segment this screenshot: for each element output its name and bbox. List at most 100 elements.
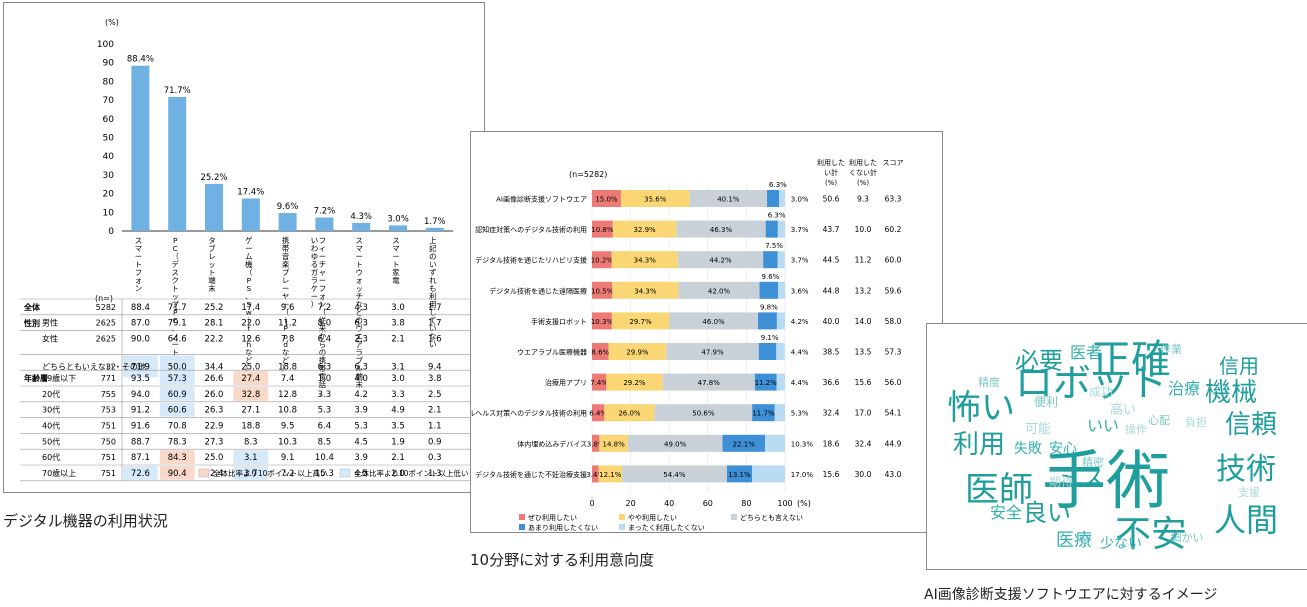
- table-cell: 5.3: [354, 422, 368, 432]
- cell-highlight: [233, 387, 269, 401]
- legend-label: やや利用したい: [628, 513, 677, 522]
- bar-5: [278, 213, 297, 231]
- want-total: 44.8: [823, 286, 840, 295]
- category-label-char: C: [173, 316, 178, 325]
- bar-value-label: 7.2%: [314, 207, 336, 217]
- category-label-char: レ: [282, 276, 289, 285]
- table-cell: 78.3: [168, 437, 187, 447]
- score: 58.0: [885, 317, 902, 326]
- category-label-char: ー: [355, 252, 362, 261]
- row-label: 治療用アプリ: [545, 378, 587, 387]
- word-cloud-panel: 手術 ロボット 正確 不安 人間 技術 医師 怖い 信頼 機械 利用 必要 信用 ミス 良い 医療 安全 少ない 医…: [926, 323, 1307, 570]
- table-group-label: 性別: [24, 318, 40, 328]
- table-n-cell: 751: [101, 469, 116, 478]
- category-label-char: ラ: [311, 276, 318, 285]
- category-label-char: チ: [319, 260, 326, 269]
- cloud-word: ミス: [1057, 464, 1105, 492]
- category-label-char: ト: [171, 284, 178, 293]
- category-label-char: ウ: [355, 324, 362, 333]
- table-cell: 17.4: [241, 303, 260, 313]
- segment-label: 10.3%: [791, 440, 814, 448]
- category-label-char: （: [282, 308, 290, 317]
- cloud-word: 利用: [953, 430, 1005, 460]
- category-label-char: い: [429, 260, 436, 269]
- category-label-char: る: [311, 260, 318, 269]
- category-label-char: マ: [392, 244, 399, 253]
- segment-4: [765, 220, 778, 238]
- category-label-char: P: [173, 236, 178, 245]
- table-cell: 90.4: [168, 469, 187, 479]
- x-tick-label: 80: [741, 499, 751, 508]
- segment-label: 6.4%: [589, 410, 607, 418]
- segment-label: 5.3%: [791, 410, 809, 418]
- segment-label: 29.7%: [629, 318, 652, 326]
- segment-4: [754, 373, 777, 391]
- segment-label: 8.6%: [591, 349, 609, 357]
- table-cell: 4.0: [354, 374, 368, 384]
- segment-label: 42.0%: [708, 287, 731, 295]
- category-label-char: 従: [319, 316, 327, 325]
- segment-2: [608, 343, 667, 360]
- segment-3: [689, 190, 768, 207]
- category-label-char: マ: [355, 244, 362, 253]
- segment-4: [763, 251, 778, 269]
- y-tick-label: 100: [97, 40, 114, 50]
- n-label: (n=5282): [569, 170, 607, 179]
- score: 57.3: [885, 348, 902, 357]
- table-cell: 26.0: [205, 390, 224, 400]
- segment-label: 46.3%: [710, 226, 733, 234]
- table-cell: 26.6: [205, 374, 224, 384]
- table-cell: 25.0: [241, 362, 260, 372]
- notwant-total: 13.2: [855, 286, 872, 295]
- segment-label: 9.8%: [760, 303, 778, 311]
- category-label-char: 電: [392, 276, 400, 285]
- want-total: 15.6: [823, 470, 840, 479]
- score: 44.9: [885, 439, 902, 448]
- table-cell: 32.8: [241, 390, 260, 400]
- table-cell: 2.3: [354, 335, 368, 345]
- table-cell: 22.4: [205, 469, 224, 479]
- table-cell: 94.0: [131, 390, 150, 400]
- table-row-label: 30代: [42, 405, 60, 415]
- category-label-char: （: [245, 268, 253, 277]
- category-label-char: ォ: [135, 276, 142, 285]
- segment-label: 32.9%: [633, 226, 656, 234]
- segment-1: [592, 373, 607, 391]
- bar-4: [241, 198, 260, 231]
- table-cell: 26.3: [205, 406, 224, 416]
- table-cell: 6.4: [318, 335, 332, 345]
- segment-label: 22.1%: [733, 440, 756, 448]
- category-label-char: フ: [319, 284, 326, 293]
- cloud-word: 細かい: [1171, 531, 1204, 544]
- notwant-total: 11.2: [855, 256, 872, 265]
- cloud-word: 負担: [1185, 415, 1207, 429]
- category-label-char: ン: [319, 300, 326, 309]
- legend-low-swatch: [339, 468, 351, 478]
- segment-4: [722, 434, 766, 452]
- cloud-word: いい: [1087, 416, 1119, 435]
- segment-1: [592, 281, 613, 299]
- category-label-char: な: [429, 332, 436, 341]
- table-cell: 7.4: [281, 374, 295, 384]
- legend-swatch: [519, 514, 525, 520]
- category-label-char: ッ: [171, 292, 178, 301]
- table-cell: 9.5: [281, 422, 295, 432]
- cloud-word: 安心: [1049, 441, 1077, 457]
- category-label-char: 携: [319, 356, 326, 365]
- table-cell: 3.3: [318, 390, 332, 400]
- category-label-char: （: [171, 252, 179, 261]
- want-total: 43.7: [823, 225, 840, 234]
- category-label-char: ウ: [355, 268, 362, 277]
- table-cell: 4.3: [354, 303, 368, 313]
- category-label-char: ト: [135, 260, 142, 269]
- segment-label: 10.2%: [591, 257, 614, 265]
- cell-highlight: [159, 371, 195, 385]
- table-cell: 3.1: [391, 362, 405, 372]
- category-label-char: ト: [392, 260, 399, 269]
- row-label: AI画像診断支援ソフトウエア: [496, 195, 587, 204]
- category-label-char: ッ: [208, 260, 215, 269]
- category-label-char: ど: [282, 356, 290, 365]
- table-cell: 3.3: [391, 390, 405, 400]
